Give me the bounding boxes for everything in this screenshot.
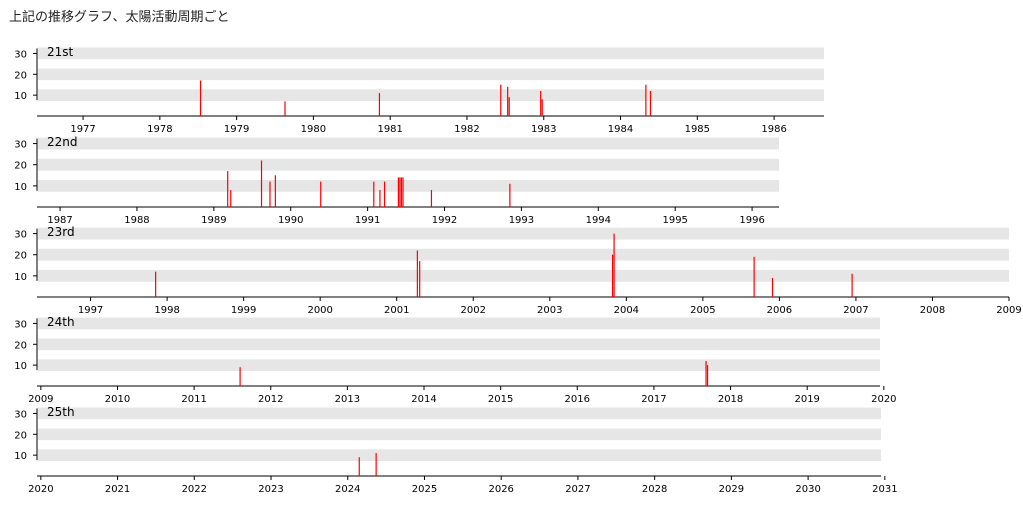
x-tick-label: 2015 <box>488 394 513 405</box>
x-tick-label: 2021 <box>105 484 130 495</box>
x-tick-label: 2000 <box>307 305 332 316</box>
y-tick-label: 10 <box>14 361 27 372</box>
x-tick-label: 1985 <box>685 124 710 135</box>
page-title: 上記の推移グラフ、太陽活動周期ごと <box>9 10 230 25</box>
band-20 <box>38 248 1009 261</box>
x-tick-label: 2009 <box>996 305 1021 316</box>
y-tick-label: 20 <box>14 340 27 351</box>
x-tick-label: 1994 <box>586 215 611 226</box>
x-tick-label: 2001 <box>384 305 409 316</box>
band-20 <box>38 338 880 351</box>
panel-22nd: 10 20 30 1987 1988 1989 1990 1991 1992 1993 1994 19… <box>14 135 779 226</box>
y-tick-label: 20 <box>14 70 27 81</box>
x-tick-label: 1999 <box>231 305 256 316</box>
x-tick-label: 1991 <box>355 215 380 226</box>
y-tick-label: 30 <box>14 319 27 330</box>
band-30 <box>38 137 779 150</box>
band-10 <box>38 89 824 101</box>
x-tick-label: 2002 <box>461 305 486 316</box>
x-tick-label: 1995 <box>662 215 687 226</box>
x-tick-label: 1983 <box>531 124 556 135</box>
x-tick-label: 1981 <box>377 124 402 135</box>
x-tick-label: 1978 <box>147 124 172 135</box>
x-tick-label: 2010 <box>105 394 130 405</box>
y-tick-label: 10 <box>14 182 27 193</box>
band-20 <box>38 428 881 441</box>
y-tick-label: 10 <box>14 91 27 102</box>
x-tick-label: 2019 <box>794 394 819 405</box>
y-tick-label: 10 <box>14 451 27 462</box>
band-30 <box>38 47 824 60</box>
panel-title: 25th <box>47 405 75 419</box>
band-30 <box>38 227 1009 240</box>
x-tick-label: 2023 <box>258 484 283 495</box>
band-10 <box>38 449 881 461</box>
x-tick-label: 1986 <box>761 124 786 135</box>
x-tick-label: 2030 <box>795 484 820 495</box>
x-tick-label: 1982 <box>454 124 479 135</box>
y-tick-label: 10 <box>14 272 27 283</box>
x-tick-label: 2004 <box>614 305 639 316</box>
x-tick-label: 1997 <box>78 305 103 316</box>
x-tick-label: 2007 <box>843 305 868 316</box>
x-tick-label: 1977 <box>70 124 95 135</box>
x-tick-label: 2020 <box>871 394 896 405</box>
y-tick-label: 30 <box>14 49 27 60</box>
band-30 <box>38 407 881 420</box>
x-tick-label: 1989 <box>201 215 226 226</box>
band-10 <box>38 359 880 371</box>
x-tick-label: 2008 <box>920 305 945 316</box>
x-tick-label: 2022 <box>182 484 207 495</box>
x-tick-label: 1988 <box>124 215 149 226</box>
band-10 <box>38 179 779 192</box>
x-tick-label: 1990 <box>278 215 303 226</box>
band-20 <box>38 68 824 81</box>
x-tick-label: 1996 <box>739 215 764 226</box>
x-tick-label: 1987 <box>47 215 72 226</box>
y-tick-label: 20 <box>14 430 27 441</box>
y-tick-label: 30 <box>14 140 27 151</box>
x-tick-label: 2016 <box>565 394 590 405</box>
band-10 <box>38 269 1009 282</box>
x-tick-label: 2026 <box>488 484 513 495</box>
panel-title: 22nd <box>47 135 78 149</box>
x-tick-label: 2027 <box>565 484 590 495</box>
x-tick-label: 2006 <box>767 305 792 316</box>
x-tick-label: 2003 <box>537 305 562 316</box>
y-tick-label: 30 <box>14 409 27 420</box>
x-tick-label: 2014 <box>411 394 436 405</box>
band-20 <box>38 158 779 171</box>
y-tick-label: 30 <box>14 230 27 241</box>
x-tick-label: 2018 <box>718 394 743 405</box>
x-tick-label: 2029 <box>719 484 744 495</box>
x-tick-label: 2020 <box>28 484 53 495</box>
x-tick-label: 1980 <box>301 124 326 135</box>
x-tick-label: 2012 <box>258 394 283 405</box>
band-30 <box>38 317 880 330</box>
x-tick-label: 2005 <box>690 305 715 316</box>
x-tick-label: 2017 <box>641 394 666 405</box>
x-tick-label: 2028 <box>642 484 667 495</box>
x-tick-label: 2024 <box>335 484 360 495</box>
y-tick-label: 20 <box>14 161 27 172</box>
x-tick-label: 1984 <box>608 124 633 135</box>
panel-title: 23rd <box>47 225 75 239</box>
panel-title: 21st <box>47 45 74 59</box>
x-tick-label: 1998 <box>154 305 179 316</box>
x-tick-label: 2013 <box>335 394 360 405</box>
x-tick-label: 2009 <box>28 394 53 405</box>
x-tick-label: 2031 <box>872 484 897 495</box>
panel-23rd: 10 20 30 1997 1998 1999 2000 2001 2002 2003 2004 20… <box>14 225 1021 316</box>
panel-21st: 10 20 30 1977 1978 1979 1980 1981 1982 1983 1984 19… <box>14 45 824 135</box>
y-tick-label: 20 <box>14 251 27 262</box>
x-tick-label: 1993 <box>509 215 534 226</box>
x-tick-label: 1979 <box>224 124 249 135</box>
x-tick-label: 2011 <box>181 394 206 405</box>
panel-title: 24th <box>47 315 75 329</box>
x-tick-label: 2025 <box>412 484 437 495</box>
panel-24th: 10 20 30 2009 2010 2011 2012 2013 2014 2015 2016 20… <box>14 315 896 405</box>
x-tick-label: 1992 <box>432 215 457 226</box>
